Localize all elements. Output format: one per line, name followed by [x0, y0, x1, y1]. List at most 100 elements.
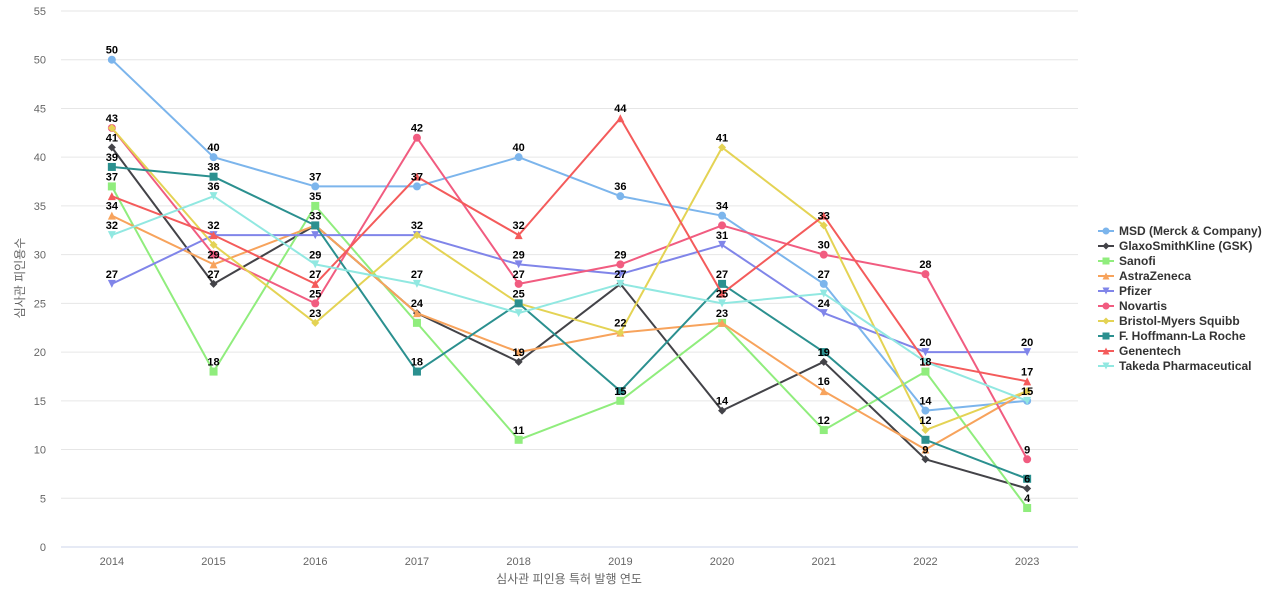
data-point[interactable]: [311, 260, 320, 269]
data-point[interactable]: [718, 299, 727, 308]
legend-item[interactable]: AstraZeneca: [1098, 269, 1191, 283]
data-point[interactable]: [209, 240, 218, 249]
data-point[interactable]: [921, 357, 930, 366]
data-point[interactable]: [921, 445, 930, 454]
data-point[interactable]: [921, 270, 930, 279]
series-4[interactable]: [107, 211, 1032, 454]
data-point[interactable]: [311, 279, 320, 288]
legend-item[interactable]: F. Hoffmann-La Roche: [1098, 329, 1246, 343]
series-line[interactable]: [111, 234, 1028, 354]
legend-item[interactable]: GlaxoSmithKline (GSK): [1098, 239, 1252, 253]
legend-marker[interactable]: [1102, 332, 1110, 340]
data-point[interactable]: [514, 357, 523, 366]
series-line[interactable]: [111, 117, 1028, 383]
data-point[interactable]: [209, 367, 218, 376]
data-point[interactable]: [616, 192, 625, 201]
data-point[interactable]: [819, 279, 828, 288]
series-7[interactable]: [107, 123, 1032, 435]
data-point[interactable]: [514, 299, 523, 308]
data-point[interactable]: [412, 279, 421, 288]
legend-item[interactable]: Takeda Pharmaceutical: [1098, 359, 1252, 373]
series-line[interactable]: [111, 127, 1029, 460]
legend[interactable]: MSD (Merck & Company)GlaxoSmithKline (GS…: [1098, 224, 1262, 373]
data-point[interactable]: [311, 299, 320, 308]
data-point[interactable]: [209, 172, 218, 181]
legend-marker[interactable]: [1102, 287, 1110, 295]
data-point[interactable]: [718, 221, 727, 230]
data-point[interactable]: [921, 367, 930, 376]
data-point[interactable]: [209, 260, 218, 269]
data-point[interactable]: [616, 260, 625, 269]
data-point[interactable]: [819, 309, 828, 318]
data-point[interactable]: [1023, 455, 1032, 464]
series-line[interactable]: [110, 185, 1029, 509]
legend-marker[interactable]: [1102, 272, 1110, 280]
data-point[interactable]: [107, 123, 116, 132]
data-point[interactable]: [311, 201, 320, 210]
data-point[interactable]: [1023, 504, 1032, 513]
data-point[interactable]: [1023, 484, 1032, 493]
data-point[interactable]: [921, 406, 930, 415]
data-point[interactable]: [107, 55, 116, 64]
data-point[interactable]: [819, 211, 828, 220]
legend-marker[interactable]: [1102, 227, 1110, 235]
data-point[interactable]: [412, 182, 421, 191]
legend-item[interactable]: Bristol-Myers Squibb: [1098, 314, 1240, 328]
legend-marker[interactable]: [1102, 317, 1110, 325]
data-point[interactable]: [107, 192, 116, 201]
data-point[interactable]: [311, 182, 320, 191]
data-point[interactable]: [311, 231, 320, 240]
series-6[interactable]: [107, 123, 1032, 464]
data-point[interactable]: [412, 172, 421, 181]
data-point[interactable]: [718, 279, 727, 288]
data-point[interactable]: [921, 426, 930, 435]
legend-item[interactable]: Sanofi: [1098, 254, 1156, 268]
data-point[interactable]: [412, 367, 421, 376]
data-point[interactable]: [819, 426, 828, 435]
series-line[interactable]: [110, 146, 1028, 490]
data-point[interactable]: [1023, 348, 1032, 357]
data-point[interactable]: [209, 279, 218, 288]
series-8[interactable]: [107, 162, 1032, 483]
legend-item[interactable]: Genentech: [1098, 344, 1181, 358]
data-point[interactable]: [412, 309, 421, 318]
data-point[interactable]: [1023, 474, 1032, 483]
data-point[interactable]: [107, 162, 116, 171]
data-point[interactable]: [514, 260, 523, 269]
data-point[interactable]: [616, 270, 625, 279]
data-point[interactable]: [921, 435, 930, 444]
data-point[interactable]: [412, 231, 421, 240]
legend-item[interactable]: Pfizer: [1098, 284, 1152, 298]
data-point[interactable]: [1023, 377, 1032, 386]
legend-item[interactable]: MSD (Merck & Company): [1098, 224, 1262, 238]
series-line[interactable]: [111, 195, 1028, 402]
data-point[interactable]: [718, 240, 727, 249]
data-point[interactable]: [311, 318, 320, 327]
legend-marker[interactable]: [1102, 302, 1110, 310]
series-9[interactable]: [107, 114, 1032, 386]
data-point[interactable]: [819, 387, 828, 396]
data-point[interactable]: [819, 250, 828, 259]
data-point[interactable]: [616, 279, 625, 288]
legend-item[interactable]: Novartis: [1098, 299, 1167, 313]
data-point[interactable]: [514, 279, 523, 288]
data-point[interactable]: [107, 211, 116, 220]
data-point[interactable]: [209, 153, 218, 162]
legend-marker[interactable]: [1102, 362, 1110, 370]
data-point[interactable]: [514, 348, 523, 357]
series-2[interactable]: [107, 143, 1032, 493]
data-point[interactable]: [412, 133, 421, 142]
data-point[interactable]: [616, 387, 625, 396]
series-line[interactable]: [111, 165, 1028, 480]
data-point[interactable]: [921, 455, 930, 464]
data-point[interactable]: [514, 435, 523, 444]
data-point[interactable]: [514, 309, 523, 318]
data-point[interactable]: [514, 231, 523, 240]
legend-marker[interactable]: [1102, 257, 1110, 265]
data-point[interactable]: [209, 250, 218, 259]
data-point[interactable]: [819, 221, 828, 230]
data-point[interactable]: [616, 114, 625, 123]
data-point[interactable]: [718, 211, 727, 220]
data-point[interactable]: [819, 357, 828, 366]
data-point[interactable]: [412, 318, 421, 327]
